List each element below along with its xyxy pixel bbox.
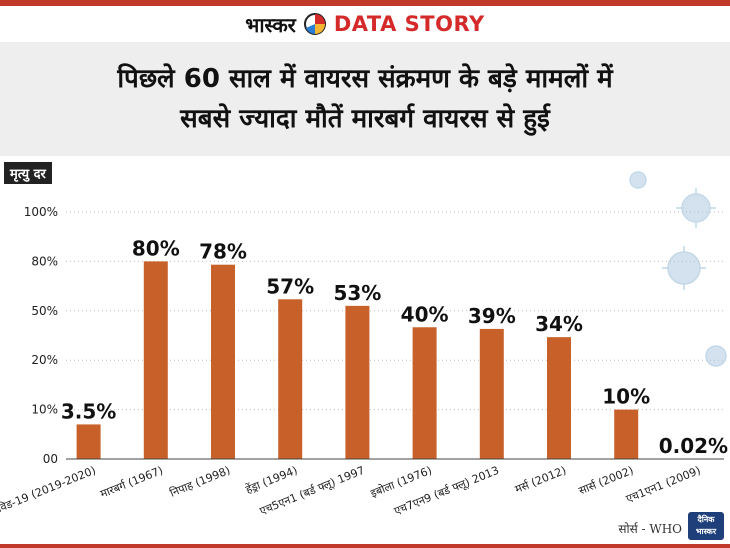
virus-decoration xyxy=(629,171,727,367)
data-label: 34% xyxy=(535,312,583,336)
data-label: 57% xyxy=(266,274,314,298)
x-tick-label: एच1एन1 (2009) xyxy=(624,464,702,506)
y-tick-label: 00 xyxy=(43,452,58,466)
bar xyxy=(345,305,370,459)
brand-header: भास्कर DATA STORY xyxy=(0,6,730,42)
data-label: 39% xyxy=(468,304,516,328)
bar xyxy=(76,424,101,459)
y-tick-label: 20% xyxy=(31,353,58,367)
data-label: 3.5% xyxy=(61,399,116,423)
bar xyxy=(278,299,303,459)
x-tick-label: मर्स (2012) xyxy=(513,464,568,496)
bottom-accent-bar xyxy=(0,544,730,548)
y-axis-label: मृत्यु दर xyxy=(4,162,52,184)
brand-product: DATA STORY xyxy=(333,12,485,36)
bar xyxy=(479,328,504,459)
y-tick-label: 50% xyxy=(31,304,58,318)
bar xyxy=(211,264,235,459)
y-tick-label: 10% xyxy=(31,403,58,417)
title-box: पिछले 60 साल में वायरस संक्रमण के बड़े म… xyxy=(0,42,730,156)
bar xyxy=(614,409,639,459)
chart-title-line-1: पिछले 60 साल में वायरस संक्रमण के बड़े म… xyxy=(117,64,613,94)
bar xyxy=(143,261,168,459)
y-tick-label: 80% xyxy=(31,254,58,268)
data-label: 10% xyxy=(602,385,650,409)
logo-text-line-1: दैनिक xyxy=(697,515,715,524)
data-label: 40% xyxy=(401,302,449,326)
data-label: 80% xyxy=(132,236,180,260)
chart-title-line-2: सबसे ज्यादा मौतें मारबर्ग वायरस से हुई xyxy=(180,104,550,134)
source-note: सोर्स - WHO xyxy=(618,522,682,536)
x-tick-label: मारबर्ग (1967) xyxy=(98,464,165,501)
data-label: 78% xyxy=(199,240,247,264)
data-label: 0.02% xyxy=(659,434,728,458)
brand-name: भास्कर xyxy=(245,12,296,37)
logo-text-line-2: भास्कर xyxy=(695,527,717,536)
bar xyxy=(547,337,571,459)
x-tick-label: निपाह (1998) xyxy=(168,464,232,500)
bar xyxy=(412,327,437,459)
bar-chart: 00 10% 20% 50% 80% 100% 3.5% कोविड-19 (2019-202… xyxy=(0,205,728,520)
y-tick-label: 100% xyxy=(24,205,58,219)
data-label: 53% xyxy=(333,281,381,305)
pie-logo-icon xyxy=(303,13,326,35)
top-accent-bar xyxy=(0,0,730,6)
x-tick-label: कोविड-19 (2019-2020) xyxy=(0,464,98,520)
dainik-bhaskar-logo: दैनिक भास्कर xyxy=(688,512,724,540)
